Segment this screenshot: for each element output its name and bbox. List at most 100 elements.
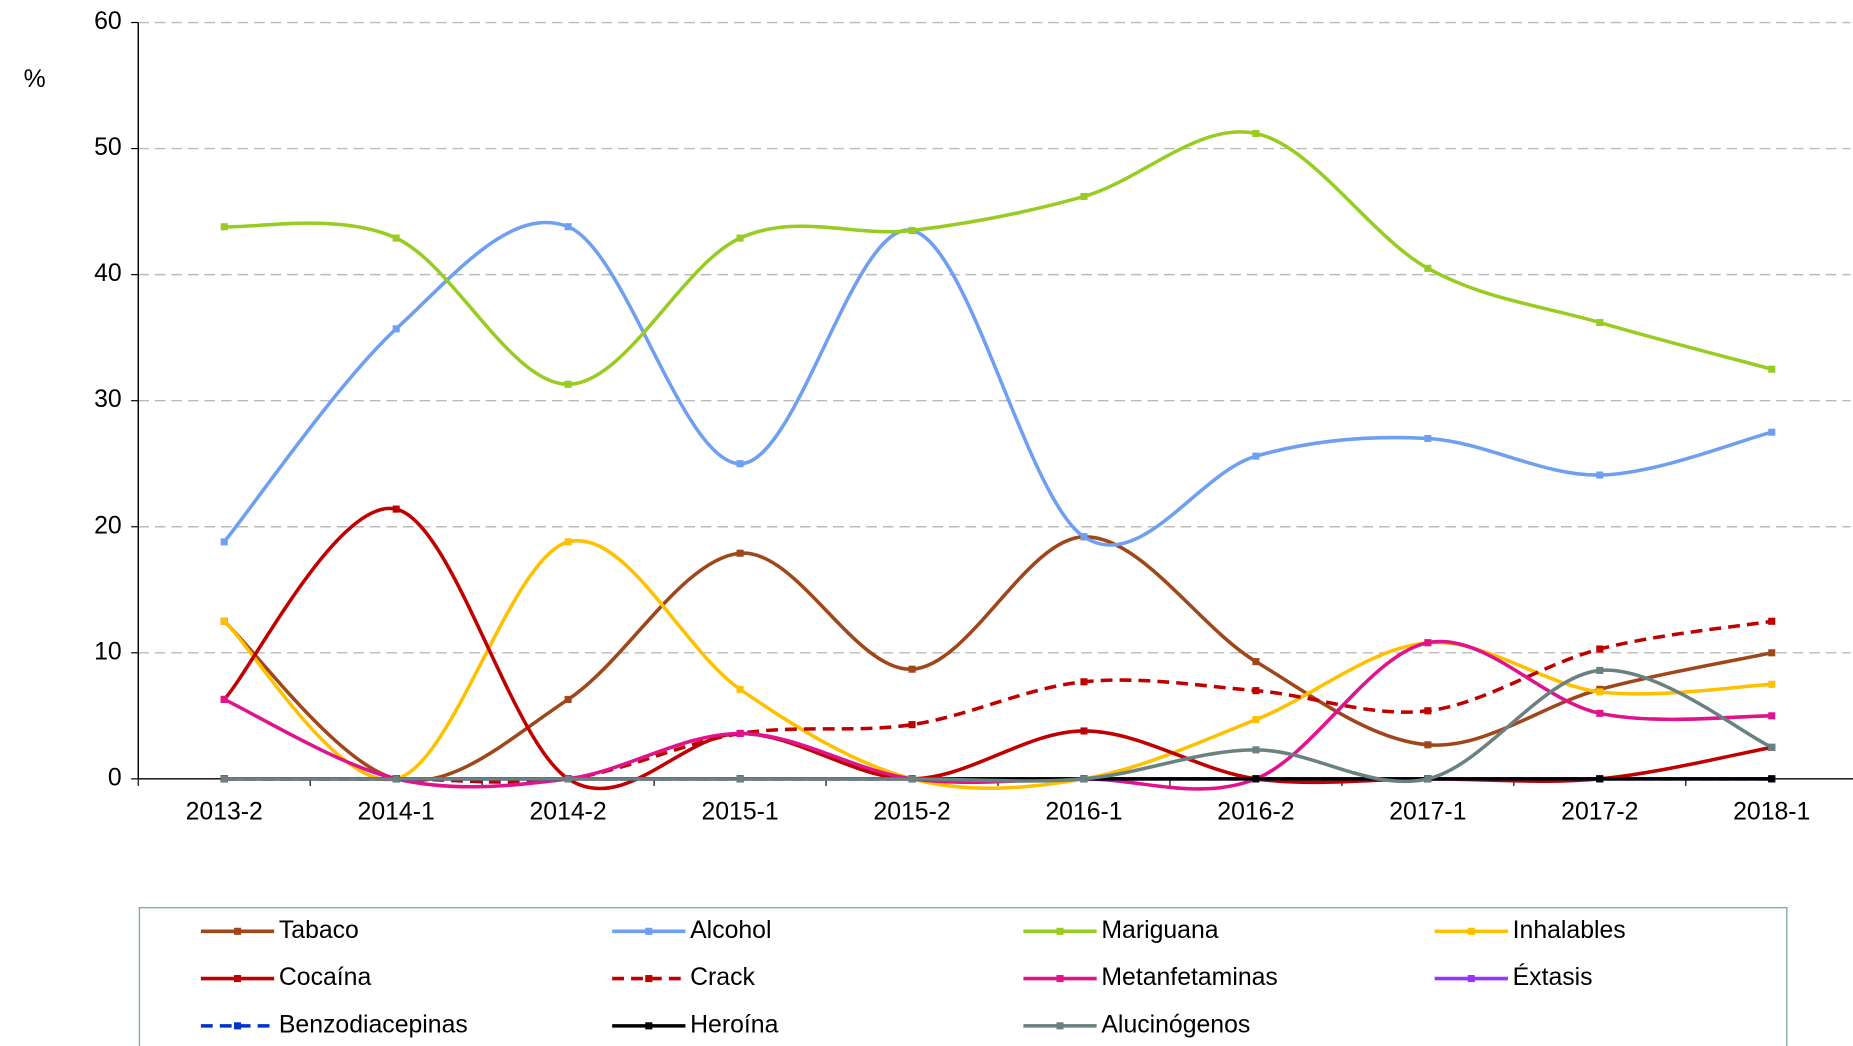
marker bbox=[1596, 709, 1604, 717]
y-tick-label: 40 bbox=[94, 260, 122, 287]
legend-label: Cocaína bbox=[279, 964, 372, 991]
x-tick-label: 2017-2 bbox=[1561, 799, 1638, 826]
y-tick-label: 0 bbox=[108, 764, 122, 791]
legend-label: Éxtasis bbox=[1513, 964, 1593, 991]
x-tick-label: 2016-2 bbox=[1217, 799, 1294, 826]
marker bbox=[1080, 775, 1088, 783]
legend-marker bbox=[645, 1022, 653, 1030]
marker bbox=[736, 685, 744, 693]
marker bbox=[220, 617, 228, 625]
marker bbox=[1080, 678, 1088, 686]
marker bbox=[1080, 727, 1088, 735]
marker bbox=[1252, 746, 1260, 754]
legend-marker bbox=[1467, 927, 1475, 935]
series-line bbox=[224, 668, 1773, 784]
marker bbox=[1596, 471, 1604, 479]
legend-marker bbox=[233, 927, 242, 935]
legend-box bbox=[138, 906, 1788, 1046]
legend-label: Crack bbox=[690, 964, 755, 991]
legend-label: Heroína bbox=[690, 1011, 778, 1038]
marker bbox=[1080, 192, 1088, 201]
marker bbox=[564, 538, 572, 546]
legend-marker bbox=[645, 927, 653, 935]
marker bbox=[564, 775, 572, 783]
x-tick-label: 2017-1 bbox=[1389, 799, 1466, 826]
marker bbox=[1768, 775, 1776, 783]
legend-marker bbox=[1056, 927, 1064, 935]
marker bbox=[908, 721, 916, 729]
marker bbox=[392, 775, 400, 783]
marker bbox=[736, 549, 744, 557]
marker bbox=[1252, 687, 1260, 695]
series-line bbox=[223, 639, 1772, 791]
marker bbox=[1768, 617, 1776, 625]
legend-label: Inhalables bbox=[1513, 917, 1626, 944]
marker bbox=[564, 695, 572, 703]
marker bbox=[1424, 707, 1432, 715]
marker bbox=[1596, 666, 1604, 674]
legend-marker bbox=[1467, 975, 1475, 983]
marker bbox=[1252, 658, 1260, 666]
y-tick-label: 30 bbox=[94, 386, 122, 413]
marker bbox=[1596, 688, 1604, 696]
marker bbox=[908, 226, 916, 235]
legend-marker bbox=[233, 1022, 242, 1030]
marker bbox=[1424, 741, 1432, 749]
marker bbox=[908, 775, 916, 783]
legend-label: Alcohol bbox=[690, 917, 771, 944]
marker bbox=[1252, 452, 1260, 460]
marker bbox=[1252, 775, 1260, 783]
legend-marker bbox=[1056, 975, 1064, 983]
marker bbox=[908, 665, 916, 673]
x-tick-label: 2014-2 bbox=[530, 799, 607, 826]
marker bbox=[1768, 712, 1776, 720]
marker bbox=[1424, 434, 1432, 443]
marker bbox=[392, 505, 400, 513]
legend-label: Alucinógenos bbox=[1101, 1011, 1250, 1038]
marker bbox=[736, 234, 744, 242]
marker bbox=[1080, 533, 1088, 541]
legend-marker bbox=[645, 975, 653, 983]
marker bbox=[1768, 365, 1776, 373]
marker bbox=[220, 775, 228, 783]
x-tick-label: 2015-1 bbox=[701, 799, 778, 826]
marker bbox=[1596, 318, 1604, 327]
legend-marker bbox=[233, 975, 242, 983]
y-tick-label: 50 bbox=[94, 134, 122, 161]
series-line bbox=[224, 130, 1773, 387]
marker bbox=[220, 695, 228, 703]
marker bbox=[1424, 639, 1432, 647]
series-line bbox=[224, 619, 1773, 784]
y-tick-label: 10 bbox=[94, 638, 122, 665]
marker bbox=[1252, 129, 1260, 137]
marker bbox=[392, 234, 400, 242]
marker bbox=[1768, 680, 1776, 688]
marker bbox=[1252, 716, 1260, 724]
series-line bbox=[223, 535, 1773, 783]
x-tick-label: 2013-2 bbox=[186, 799, 263, 826]
marker bbox=[564, 223, 572, 231]
series-line bbox=[222, 506, 1773, 791]
marker bbox=[736, 729, 744, 738]
marker bbox=[220, 538, 228, 546]
x-tick-label: 2015-2 bbox=[873, 799, 950, 826]
marker bbox=[1596, 645, 1604, 653]
marker bbox=[1768, 743, 1776, 751]
series-line bbox=[222, 220, 1773, 547]
marker bbox=[1424, 264, 1432, 272]
x-tick-label: 2016-1 bbox=[1045, 799, 1122, 826]
legend-label: Metanfetaminas bbox=[1101, 964, 1277, 991]
series-line bbox=[223, 538, 1772, 790]
x-tick-label: 2018-1 bbox=[1733, 799, 1810, 826]
marker bbox=[564, 380, 572, 388]
marker bbox=[220, 223, 228, 231]
legend-label: Tabaco bbox=[279, 917, 359, 944]
legend-label: Benzodiacepinas bbox=[279, 1011, 468, 1038]
marker bbox=[1768, 649, 1776, 657]
legend-label: Mariguana bbox=[1101, 917, 1218, 944]
marker bbox=[1596, 775, 1604, 783]
x-tick-label: 2014-1 bbox=[358, 799, 435, 826]
legend-marker bbox=[1056, 1022, 1064, 1030]
